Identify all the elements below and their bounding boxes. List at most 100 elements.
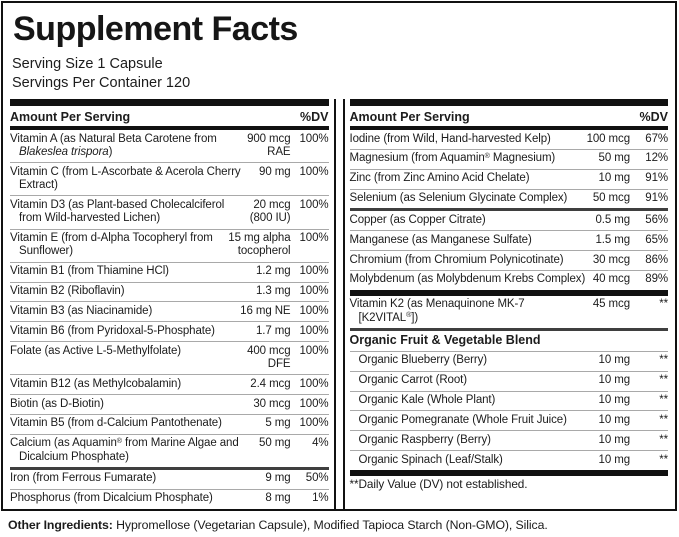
nutrient-amount: 40 mcg [592,273,630,286]
nutrient-amount: 1.3 mg [255,285,291,298]
nutrient-row: Organic Kale (Whole Plant) 10 mg ** [349,390,668,411]
supplement-facts-label: Supplement Facts Serving Size 1 Capsule … [1,1,677,511]
nutrient-name: Calcium (as Aquamin® from Marine Algae a… [10,436,239,463]
nutrient-row: Selenium (as Selenium Glycinate Complex)… [349,188,668,209]
nutrient-row: Iron (from Ferrous Fumarate) 9 mg 50% [10,466,329,489]
nutrient-name: Vitamin D3 (as Plant-based Cholecalcifer… [10,198,225,225]
nutrient-row: Vitamin C (from L-Ascorbate & Acerola Ch… [10,162,329,195]
nutrient-name: Chromium (from Chromium Polynicotinate) [349,253,564,266]
nutrient-amount: 50 mg [598,152,631,165]
nutrient-row: Iodine (from Wild, Hand-harvested Kelp) 1… [350,130,669,149]
nutrient-dv: 100% [299,417,329,430]
nutrient-row: Zinc (from Zinc Amino Acid Chelate) 10 mg… [349,168,668,189]
nutrient-dv: ** [659,298,668,311]
nutrient-name: Vitamin B12 (as Methylcobalamin) [10,377,182,390]
nutrient-row: Organic Carrot (Root) 10 mg ** [349,370,668,391]
nutrient-dv: 100% [299,132,329,145]
nutrient-amount: 20 mcg (800 IU) [249,198,291,225]
nutrient-amount: 1.5 mg [595,233,630,246]
column-header: Amount Per Serving %DV [349,108,668,131]
nutrient-dv: 56% [645,213,668,226]
nutrient-name: Iron (from Ferrous Fumarate) [10,472,157,485]
column-top-bar [349,99,668,107]
nutrient-row: Vitamin A (as Natural Beta Carotene from… [10,130,329,162]
column-header: Amount Per Serving %DV [10,108,329,131]
nutrient-name: Vitamin B6 (from Pyridoxal-5-Phosphate) [10,324,215,337]
nutrient-amount: 50 mcg [592,192,630,205]
nutrient-dv: 100% [299,285,329,298]
nutrient-amount: 10 mg [598,433,631,446]
nutrient-name: Folate (as Active L-5-Methylfolate) [10,344,181,357]
nutrient-amount: 900 mcg RAE [247,132,291,158]
daily-value-note-row: **Daily Value (DV) not established. [349,469,668,495]
nutrient-name: Vitamin B2 (Riboflavin) [10,285,125,298]
nutrient-name: Organic Blueberry (Berry) [358,354,488,367]
nutrient-dv: 100% [299,324,329,337]
nutrient-dv: 100% [299,344,329,357]
nutrient-row: Vitamin B1 (from Thiamine HCl) 1.2 mg 100% [10,261,329,282]
nutrient-row: Copper (as Copper Citrate) 0.5 mg 56% [349,208,668,230]
nutrient-amount: 10 mg [598,172,631,185]
nutrient-row: Vitamin B12 (as Methylcobalamin) 2.4 mcg 1… [10,374,329,394]
nutrient-name: Organic Carrot (Root) [358,374,468,387]
nutrient-name: Organic Raspberry (Berry) [358,433,491,446]
nutrient-dv: 100% [299,304,329,317]
nutrient-name: Vitamin K2 (as Menaquinone MK-7 [K2VITAL… [349,298,525,324]
nutrient-name: Organic Pomegranate (Whole Fruit Juice) [358,413,567,426]
nutrient-row: Vitamin D3 (as Plant-based Cholecalcifer… [10,195,329,228]
nutrient-dv: 12% [645,152,668,165]
nutrient-name: Biotin (as D-Biotin) [10,397,104,410]
nutrient-amount: 10 mg [598,354,631,367]
nutrient-row: Molybdenum (as Molybdenum Krebs Complex)… [349,269,668,290]
section-header-row: Organic Fruit & Vegetable Blend [349,327,668,351]
amount-per-serving-label: Amount Per Serving [10,109,131,124]
nutrient-name: Organic Kale (Whole Plant) [358,394,496,407]
facts-column-right: Amount Per Serving %DV Iodine (from Wild… [342,99,669,509]
nutrient-row: Organic Raspberry (Berry) 10 mg ** [349,430,668,450]
nutrient-dv: 100% [299,232,329,245]
nutrient-amount: 10 mg [598,453,631,466]
facts-column-left: Amount Per Serving %DV Vitamin A (as Nat… [10,99,336,509]
nutrient-amount: 5 mg [265,417,291,430]
nutrient-amount: 10 mg [598,374,631,387]
nutrient-name: Organic Spinach (Leaf/Stalk) [358,453,503,466]
nutrient-row: Magnesium (from Aquamin® Magnesium) 50 mg… [349,148,668,169]
nutrient-amount: 2.4 mcg [250,377,291,390]
nutrient-amount: 90 mg [259,165,291,178]
nutrient-amount: 45 mcg [592,298,630,311]
nutrient-name: Vitamin A (as Natural Beta Carotene from… [10,132,217,158]
nutrient-dv: ** [659,374,668,387]
nutrient-dv: 4% [312,437,329,450]
dv-label: %DV [300,109,329,124]
nutrient-dv: 100% [299,165,329,178]
nutrient-amount: 400 mcg DFE [247,344,291,370]
nutrient-name: Copper (as Copper Citrate) [349,213,486,226]
serving-size-text: Serving Size 1 Capsule [12,56,163,72]
nutrient-amount: 9 mg [265,472,291,485]
nutrient-amount: 8 mg [265,492,291,505]
nutrient-amount: 16 mg NE [240,304,291,317]
nutrient-amount: 100 mcg [586,132,631,145]
nutrient-dv: ** [659,433,668,446]
nutrient-dv: 50% [305,472,329,485]
dv-label: %DV [639,109,668,124]
nutrient-amount: 0.5 mg [595,213,630,226]
other-ingredients-text: Hypromellose (Vegetarian Capsule), Modif… [112,518,548,532]
daily-value-note-text: **Daily Value (DV) not established. [349,477,528,492]
nutrient-name: Phosphorus (from Dicalcium Phosphate) [10,492,213,505]
nutrient-dv: 1% [312,492,329,505]
nutrient-row: Vitamin B6 (from Pyridoxal-5-Phosphate) 1… [10,321,329,341]
nutrient-dv: ** [659,394,668,407]
nutrient-row: Organic Blueberry (Berry) 10 mg ** [349,350,668,371]
nutrient-name: Selenium (as Selenium Glycinate Complex) [349,192,568,205]
nutrient-amount: 10 mg [598,413,631,426]
nutrient-amount: 1.2 mg [255,265,291,278]
nutrient-row: Chromium (from Chromium Polynicotinate) 3… [349,250,668,270]
nutrient-dv: 89% [645,273,668,286]
nutrient-dv: 100% [299,198,329,211]
nutrient-amount: 30 mcg [253,397,291,410]
nutrient-name: Vitamin B3 (as Niacinamide) [10,304,153,317]
nutrient-row: Manganese (as Manganese Sulfate) 1.5 mg 65… [349,230,668,250]
nutrient-dv: ** [659,453,668,466]
